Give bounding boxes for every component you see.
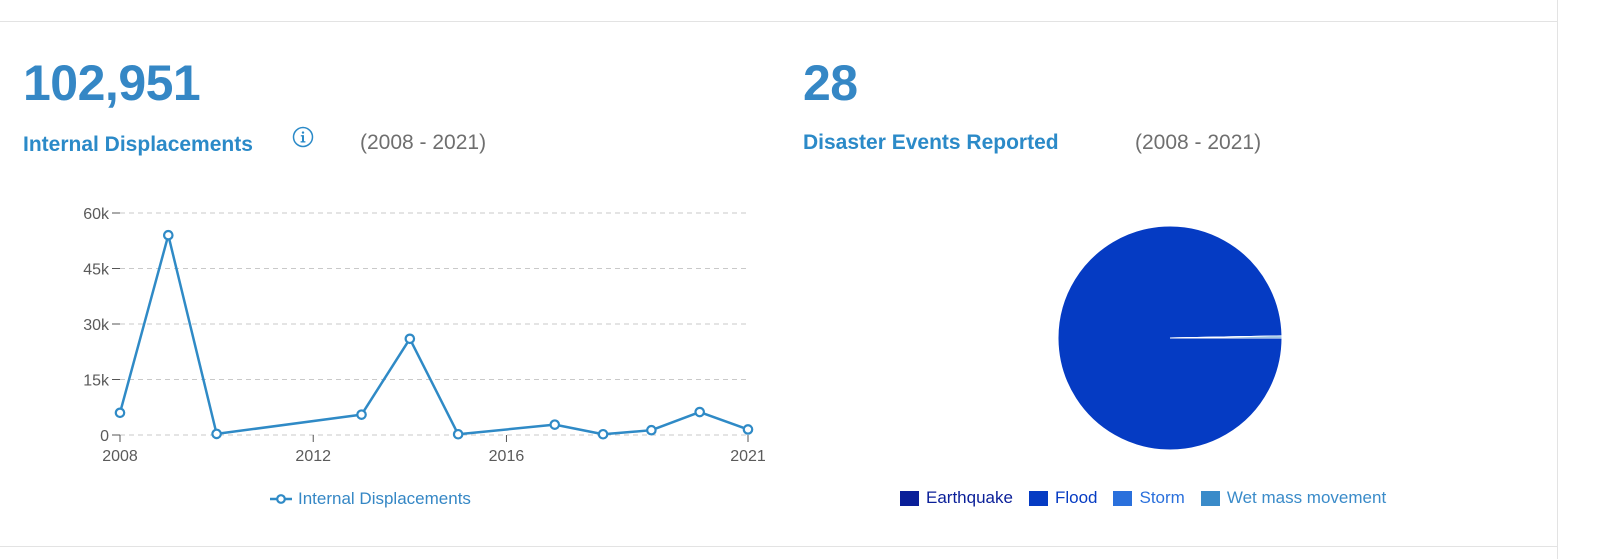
line-legend-item[interactable]: Internal Displacements bbox=[270, 489, 471, 509]
legend-swatch-wet-mass-movement bbox=[1200, 490, 1220, 506]
data-point bbox=[114, 407, 126, 419]
pie-slice-wet-mass-movement bbox=[1169, 335, 1283, 339]
data-point bbox=[549, 419, 561, 430]
legend-swatch-earthquake bbox=[900, 490, 919, 506]
legend-swatch-flood bbox=[1028, 490, 1048, 506]
displacements-total: 102,951 bbox=[23, 55, 201, 111]
displacements-period: (2008 - 2021) bbox=[360, 131, 487, 154]
data-point bbox=[356, 409, 367, 420]
x-tick-label: 2012 bbox=[295, 448, 331, 465]
legend-swatch-storm bbox=[1113, 490, 1133, 506]
legend-item-flood[interactable]: Flood bbox=[1028, 488, 1098, 508]
data-point bbox=[597, 428, 609, 440]
series-line bbox=[118, 233, 749, 436]
events-total: 28 bbox=[803, 55, 858, 111]
x-tick-label: 2008 bbox=[102, 448, 138, 465]
legend-item-wet-mass-movement[interactable]: Wet mass movement bbox=[1200, 488, 1387, 508]
data-point bbox=[452, 428, 464, 440]
y-tick-label: 0 bbox=[100, 428, 109, 445]
legend-label-wet-mass-movement: Wet mass movement bbox=[1226, 488, 1387, 507]
legend-label-flood: Flood bbox=[1054, 488, 1098, 507]
bottom-divider bbox=[0, 546, 1558, 547]
legend-label-earthquake: Earthquake bbox=[926, 488, 1013, 507]
line-legend-marker bbox=[270, 494, 292, 504]
y-tick-label: 45k bbox=[83, 262, 110, 279]
disaster-type-pie-chart bbox=[1057, 225, 1283, 451]
data-point bbox=[646, 424, 657, 436]
data-point bbox=[404, 333, 416, 345]
right-divider bbox=[1557, 0, 1558, 559]
y-tick-label: 15k bbox=[83, 373, 110, 390]
x-tick-label: 2016 bbox=[489, 448, 525, 465]
data-point bbox=[211, 428, 222, 440]
displacements-line-chart: 0 15k 30k 45k 60k 2008 2012 2016 2021 bbox=[83, 206, 766, 465]
data-point bbox=[694, 406, 705, 418]
pie-legend: Earthquake Flood Storm Wet mass movement bbox=[900, 488, 1402, 508]
top-divider bbox=[0, 21, 1558, 22]
x-tick-label: 2021 bbox=[730, 448, 766, 465]
legend-item-earthquake[interactable]: Earthquake bbox=[900, 488, 1013, 508]
events-period: (2008 - 2021) bbox=[1135, 131, 1262, 154]
legend-item-storm[interactable]: Storm bbox=[1113, 488, 1185, 508]
y-tick-label: 30k bbox=[83, 317, 110, 334]
legend-label-storm: Storm bbox=[1139, 488, 1185, 507]
events-label: Disaster Events Reported bbox=[803, 131, 1059, 154]
line-legend-label: Internal Displacements bbox=[298, 489, 471, 508]
y-tick-label: 60k bbox=[83, 206, 110, 223]
info-circle-icon[interactable] bbox=[292, 126, 314, 148]
data-point bbox=[742, 424, 754, 435]
displacements-label: Internal Displacements bbox=[23, 133, 253, 156]
data-point bbox=[163, 229, 174, 241]
